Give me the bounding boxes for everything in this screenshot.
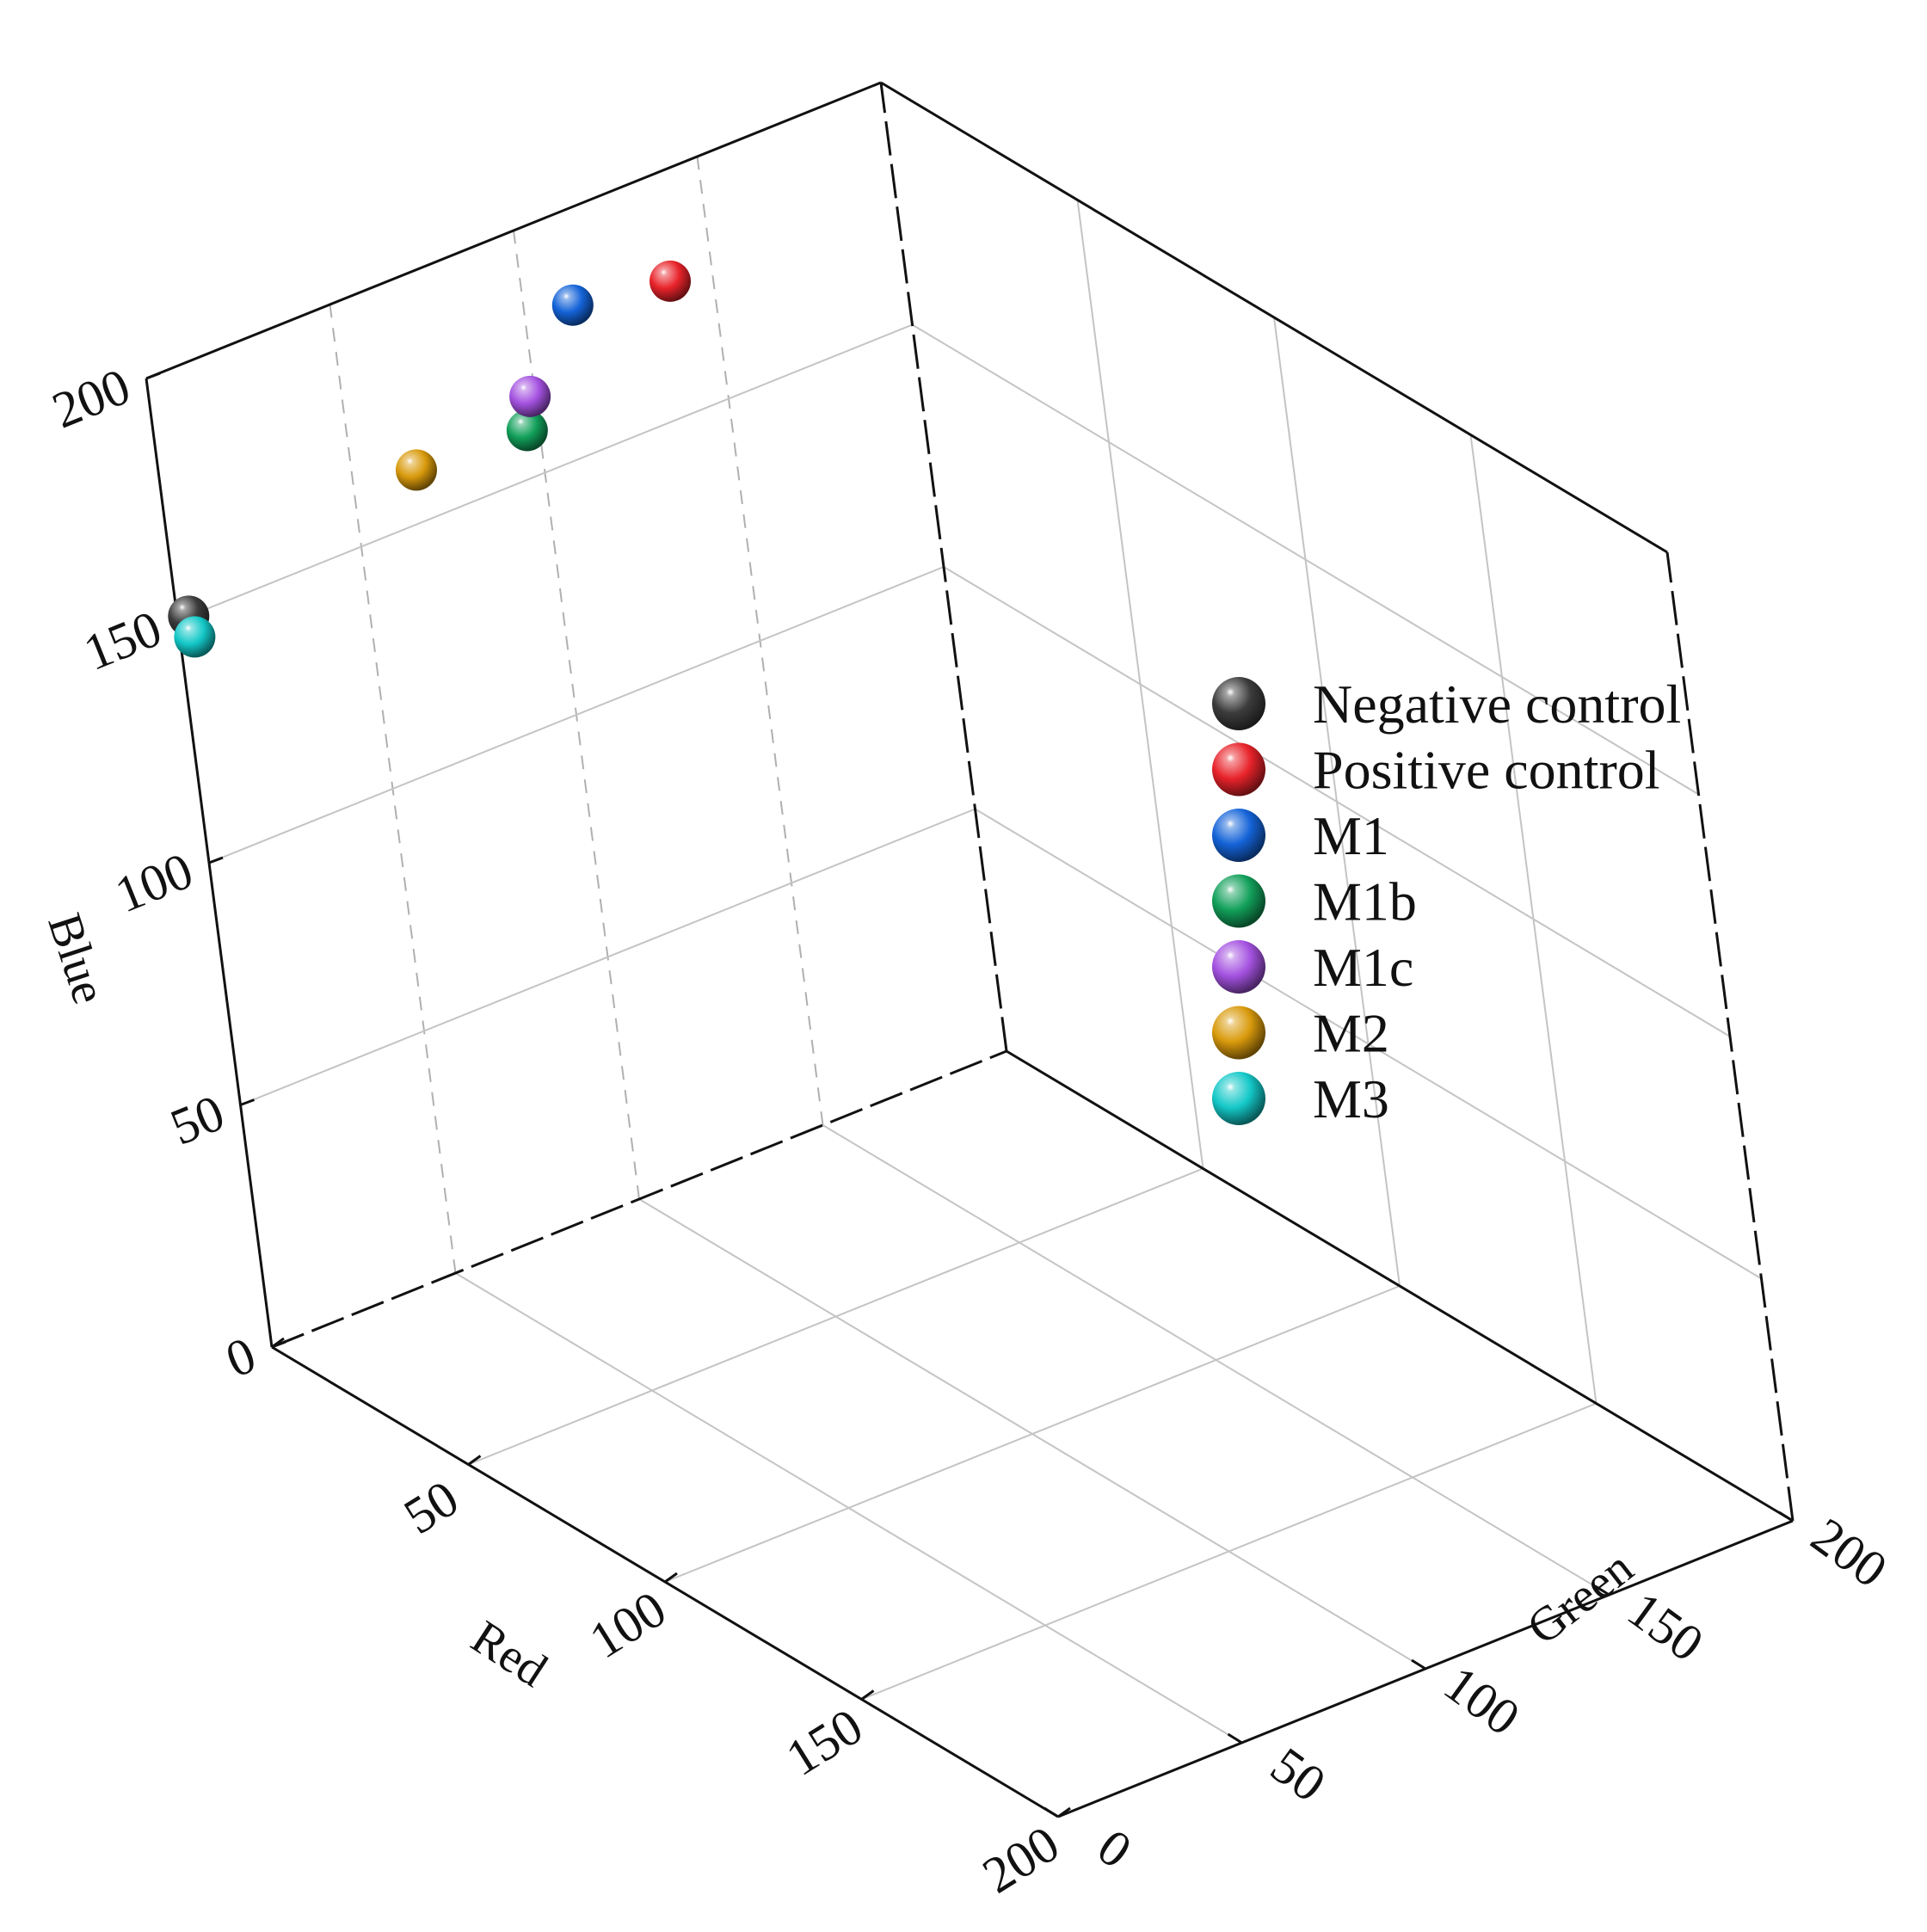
legend-label: M1b xyxy=(1313,871,1417,932)
data-points xyxy=(168,260,692,658)
data-point xyxy=(174,616,216,658)
frame-edge xyxy=(271,1049,1007,1349)
green-tick-mark xyxy=(1778,1511,1794,1523)
red-tick-mark xyxy=(664,1572,678,1584)
side-wall-grid-line xyxy=(177,323,913,622)
red-tick-label: 50 xyxy=(394,1469,468,1545)
floor-grid-line xyxy=(454,1272,1243,1744)
blue-tick-mark xyxy=(145,372,161,380)
z-axis-title: Blue xyxy=(37,908,116,1011)
floor-grid-line xyxy=(638,1198,1426,1670)
blue-tick-mark xyxy=(271,1340,286,1349)
green-tick-mark xyxy=(1227,1732,1243,1744)
back-wall-grid-line xyxy=(943,566,1731,1037)
back-wall-grid-line xyxy=(974,808,1763,1280)
blue-tick-label: 50 xyxy=(163,1084,231,1156)
axis-frame xyxy=(145,81,1795,1818)
blue-tick-mark xyxy=(208,856,224,864)
blue-tick-label: 100 xyxy=(108,842,200,924)
frame-edge xyxy=(879,82,1008,1052)
legend-marker xyxy=(1212,1006,1265,1060)
data-point xyxy=(551,284,594,326)
legend-marker xyxy=(1212,677,1265,730)
legend-marker xyxy=(1212,1072,1265,1125)
frame-edge xyxy=(1006,1049,1794,1523)
x-axis-title: Red xyxy=(462,1610,556,1697)
green-tick-label: 200 xyxy=(1801,1507,1898,1598)
blue-tick-label: 150 xyxy=(76,600,169,681)
green-tick-label: 100 xyxy=(1434,1655,1530,1746)
green-tick-label: 150 xyxy=(1617,1581,1714,1672)
green-tick-mark xyxy=(1044,1806,1059,1818)
grid-lines xyxy=(177,156,1763,1744)
red-tick-mark xyxy=(1057,1806,1071,1818)
y-axis-title: Green xyxy=(1518,1541,1643,1655)
data-point xyxy=(650,260,692,302)
legend-label: M3 xyxy=(1313,1068,1389,1129)
blue-tick-label: 200 xyxy=(45,358,138,440)
side-wall-grid-line xyxy=(240,808,976,1106)
legend-label: M1c xyxy=(1313,937,1413,998)
frame-edge xyxy=(880,81,1668,554)
back-wall-grid-line xyxy=(911,323,1700,796)
data-point xyxy=(396,449,437,491)
frame-edge xyxy=(1665,551,1795,1522)
data-point xyxy=(506,409,548,452)
red-tick-mark xyxy=(467,1455,482,1466)
side-wall-grid-line xyxy=(208,566,945,864)
red-tick-label: 150 xyxy=(777,1697,872,1787)
blue-tick-label: 0 xyxy=(218,1326,263,1388)
red-tick-label: 200 xyxy=(973,1815,1068,1904)
green-tick-label: 50 xyxy=(1260,1737,1335,1813)
legend-marker xyxy=(1212,940,1265,994)
green-tick-mark xyxy=(1411,1658,1426,1671)
legend-label: Positive control xyxy=(1313,740,1660,801)
red-tick-label: 100 xyxy=(580,1580,675,1670)
red-tick-mark xyxy=(860,1689,875,1701)
legend-label: M2 xyxy=(1313,1003,1389,1064)
floor-grid-line xyxy=(822,1124,1610,1596)
data-point xyxy=(509,375,551,417)
legend-label: Negative control xyxy=(1313,674,1681,735)
green-tick-label: 0 xyxy=(1087,1818,1142,1879)
legend-marker xyxy=(1212,742,1265,797)
blue-tick-mark xyxy=(239,1098,255,1106)
legend-marker xyxy=(1212,809,1265,862)
tick-labels: 50 100 150 200 0 50 100 150 200 0 50 100 150 200 xyxy=(45,358,1898,1904)
green-tick-mark xyxy=(1594,1584,1610,1597)
frame-edge xyxy=(145,81,882,380)
legend-label: M1 xyxy=(1313,805,1389,866)
axis-titles: Red Green Blue xyxy=(37,908,1643,1698)
legend-marker xyxy=(1212,874,1265,928)
